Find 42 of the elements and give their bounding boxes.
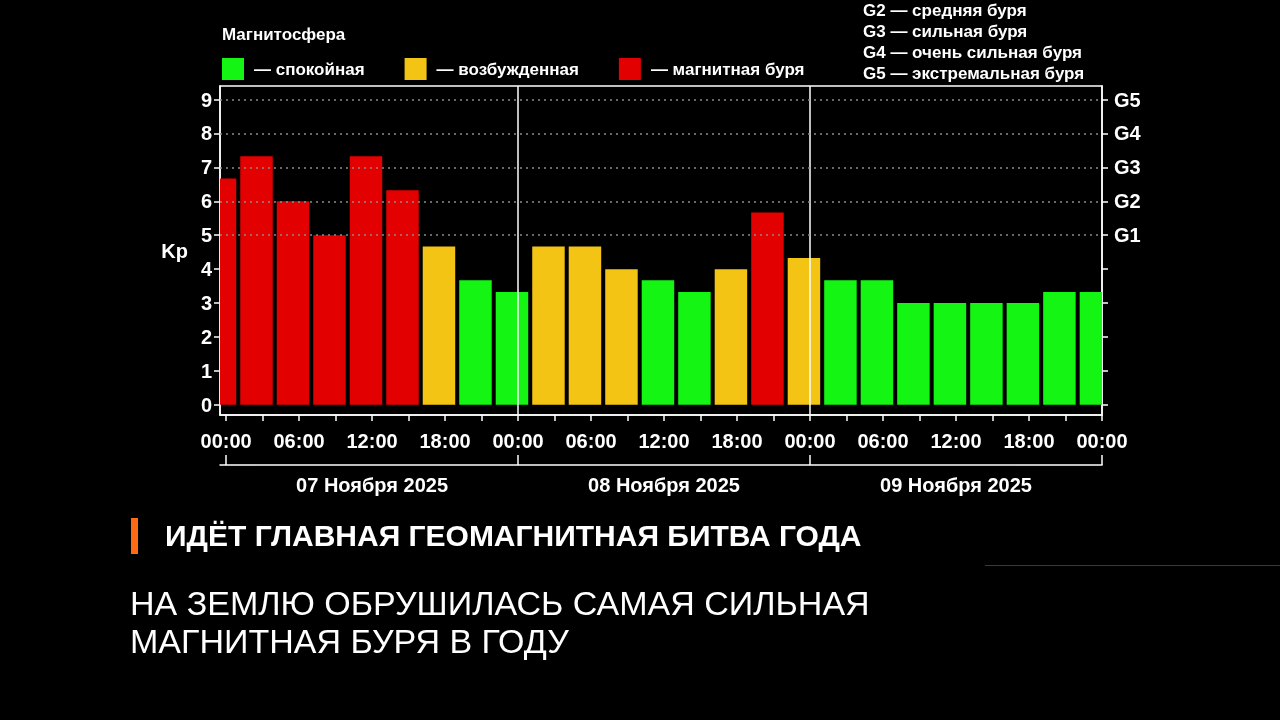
text: G5 — экстремальная буря	[863, 63, 1085, 84]
y-tick-label: 4	[200, 258, 213, 281]
x-tick-label: 12:00	[930, 430, 982, 452]
y-tick-label: 9	[200, 88, 212, 111]
y-tick-label: 0	[200, 393, 212, 416]
x-tick-label: 06:00	[857, 430, 909, 452]
text: G2 — средняя буря	[863, 0, 1028, 21]
x-tick-label: 06:00	[273, 430, 325, 452]
text: 09 Ноября 2025	[880, 474, 1032, 496]
y-tick-label: 5	[200, 224, 212, 247]
legend-label: — возбужденная	[436, 59, 579, 79]
x-tick-label: 12:00	[346, 430, 398, 452]
x-tick-label: 00:00	[784, 430, 836, 452]
y-tick-label: 6	[200, 190, 212, 213]
text: ИДЁТ ГЛАВНАЯ ГЕОМАГНИТНАЯ БИТВА ГОДА	[165, 518, 862, 554]
y-tick-label: 8	[200, 122, 212, 145]
legend-label: — магнитная буря	[650, 59, 805, 79]
y-tick-label: 1	[200, 359, 212, 382]
x-tick-label: 00:00	[1076, 430, 1128, 452]
text: G4 — очень сильная буря	[863, 42, 1083, 63]
y-tick-label: 2	[200, 325, 212, 348]
y-tick-label: 7	[200, 156, 212, 179]
ref-line-label: G3	[1114, 156, 1141, 179]
text: G3 — сильная буря	[863, 21, 1029, 42]
text: 08 Ноября 2025	[588, 474, 740, 496]
x-tick-label: 06:00	[565, 430, 617, 452]
y-tick-label: 3	[200, 292, 212, 315]
x-tick-label: 18:00	[1003, 430, 1055, 452]
x-tick-label: 00:00	[200, 430, 252, 452]
y-axis-title: Kp	[161, 239, 188, 262]
x-tick-label: 00:00	[492, 430, 544, 452]
x-tick-label: 12:00	[638, 430, 690, 452]
text: НА ЗЕМЛЮ ОБРУШИЛАСЬ САМАЯ СИЛЬНАЯ МАГНИТНАЯ БУРЯ В ГОДУ	[130, 584, 871, 660]
ref-line-label: G5	[1114, 88, 1141, 111]
x-tick-label: 18:00	[419, 430, 471, 452]
x-tick-label: 18:00	[711, 430, 763, 452]
ref-line-label: G1	[1114, 224, 1141, 247]
ref-line-label: G4	[1114, 122, 1142, 145]
text: 07 Ноября 2025	[296, 474, 449, 496]
legend-title: Магнитосфера	[222, 25, 346, 44]
ref-line-label: G2	[1114, 190, 1141, 213]
legend-label: — спокойная	[254, 59, 365, 79]
